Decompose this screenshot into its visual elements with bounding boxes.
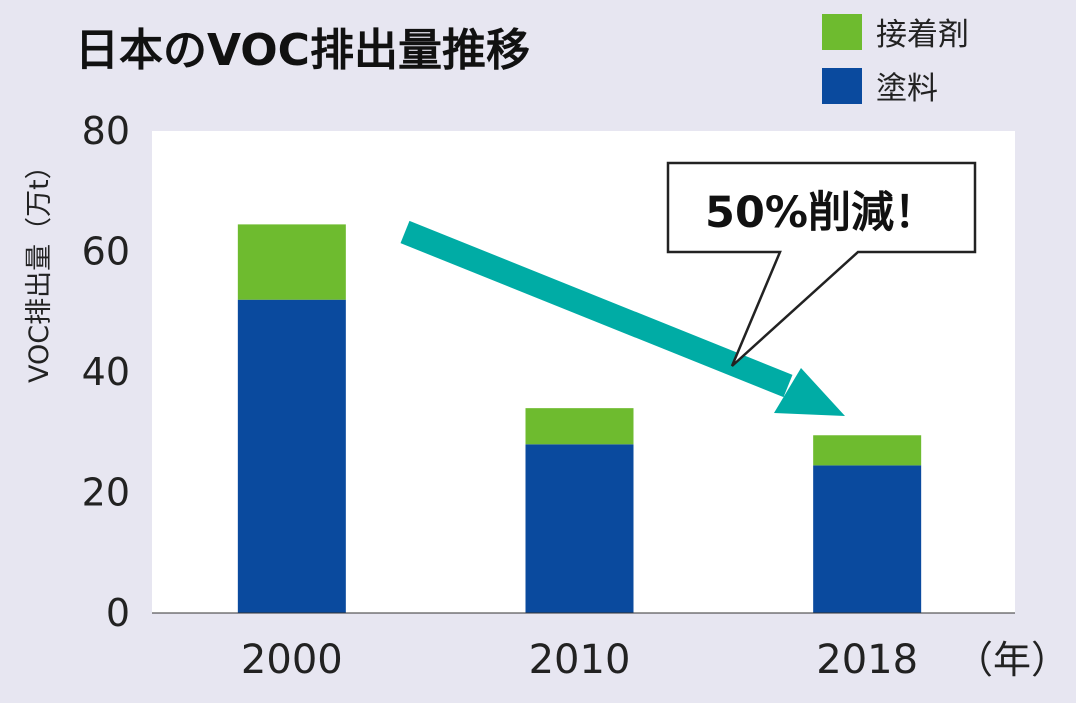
legend-swatch-paint (822, 68, 862, 104)
bar-segment-paint-2018 (813, 465, 922, 613)
y-axis-ticks: 0 20 40 60 80 (82, 109, 130, 635)
legend-swatch-adhesive (822, 14, 862, 50)
x-axis-unit: （年） (955, 638, 1069, 682)
callout-bubble: 50%削減！ (666, 161, 977, 367)
bars (152, 224, 1015, 614)
y-tick-label: 0 (106, 591, 130, 635)
x-tick-label: 2000 (241, 637, 343, 683)
chart-title: 日本のVOC排出量推移 (75, 25, 530, 76)
y-tick-label: 80 (82, 109, 130, 153)
bar-segment-adhesive-2000 (237, 224, 346, 300)
legend: 接着剤 塗料 (822, 14, 969, 107)
y-axis-title: VOC排出量（万t） (24, 152, 55, 383)
x-tick-label: 2018 (816, 637, 918, 683)
x-axis-ticks: 2000 2010 2018 (241, 637, 918, 683)
trend-arrow-head (774, 368, 845, 416)
bar-segment-paint-2010 (525, 444, 634, 613)
x-tick-label: 2010 (529, 637, 631, 683)
y-tick-label: 40 (82, 350, 130, 394)
y-tick-label: 60 (82, 230, 130, 274)
trend-arrow (400, 220, 845, 416)
bar-segment-adhesive-2010 (525, 408, 634, 445)
callout-shape (666, 161, 977, 367)
trend-arrow-shaft (400, 220, 793, 398)
legend-label-adhesive: 接着剤 (876, 17, 969, 53)
bar-segment-paint-2000 (237, 299, 346, 613)
y-tick-label: 20 (82, 471, 130, 515)
callout-text: 50%削減！ (705, 188, 937, 238)
legend-label-paint: 塗料 (876, 71, 938, 107)
bar-segment-adhesive-2018 (813, 435, 922, 466)
